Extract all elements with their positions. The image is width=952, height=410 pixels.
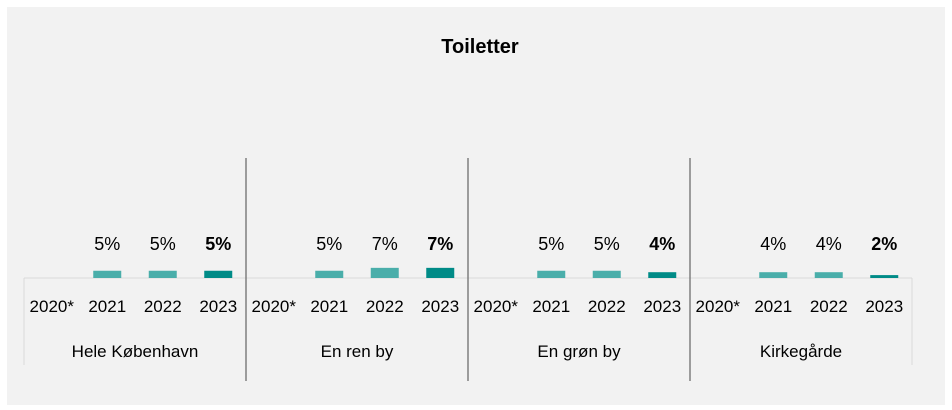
data-label: 5%	[594, 234, 620, 254]
bar	[93, 270, 122, 278]
x-tick-label: 2021	[310, 297, 348, 316]
chart-panel: Toiletter 2020* 5% 2021 5% 2022 5% 2023 Hele Kø…	[7, 7, 945, 405]
group-label: Hele København	[72, 342, 199, 361]
x-tick-label: 2020*	[30, 297, 75, 316]
data-label: 4%	[760, 234, 786, 254]
x-tick-label: 2022	[810, 297, 848, 316]
group-label: Kirkegårde	[760, 342, 842, 361]
bar	[814, 272, 843, 278]
data-label: 7%	[372, 234, 398, 254]
bar	[870, 275, 899, 278]
x-tick-label: 2021	[532, 297, 570, 316]
bar	[204, 270, 233, 278]
bar	[148, 270, 177, 278]
data-label: 4%	[816, 234, 842, 254]
x-tick-label: 2022	[588, 297, 626, 316]
bar	[759, 272, 788, 278]
bar-chart: Toiletter 2020* 5% 2021 5% 2022 5% 2023 Hele Kø…	[23, 36, 913, 381]
data-label: 4%	[649, 234, 675, 254]
bar	[370, 267, 399, 278]
data-label: 7%	[427, 234, 453, 254]
x-tick-label: 2023	[421, 297, 459, 316]
x-tick-label: 2020*	[252, 297, 297, 316]
bar	[648, 272, 677, 278]
x-tick-label: 2021	[88, 297, 126, 316]
x-tick-label: 2020*	[474, 297, 519, 316]
data-label: 5%	[316, 234, 342, 254]
bar	[592, 270, 621, 278]
x-tick-label: 2022	[366, 297, 404, 316]
x-tick-label: 2021	[754, 297, 792, 316]
group-label: En grøn by	[537, 342, 621, 361]
bar	[537, 270, 566, 278]
bar	[315, 270, 344, 278]
data-label: 5%	[538, 234, 564, 254]
data-label: 5%	[94, 234, 120, 254]
data-label: 5%	[205, 234, 231, 254]
data-label: 5%	[150, 234, 176, 254]
x-tick-label: 2023	[643, 297, 681, 316]
chart-title: Toiletter	[441, 36, 519, 58]
x-tick-label: 2020*	[696, 297, 741, 316]
group-label: En ren by	[321, 342, 394, 361]
x-tick-label: 2023	[865, 297, 903, 316]
data-label: 2%	[871, 234, 897, 254]
bar	[426, 267, 455, 278]
x-tick-label: 2022	[144, 297, 182, 316]
x-tick-label: 2023	[199, 297, 237, 316]
